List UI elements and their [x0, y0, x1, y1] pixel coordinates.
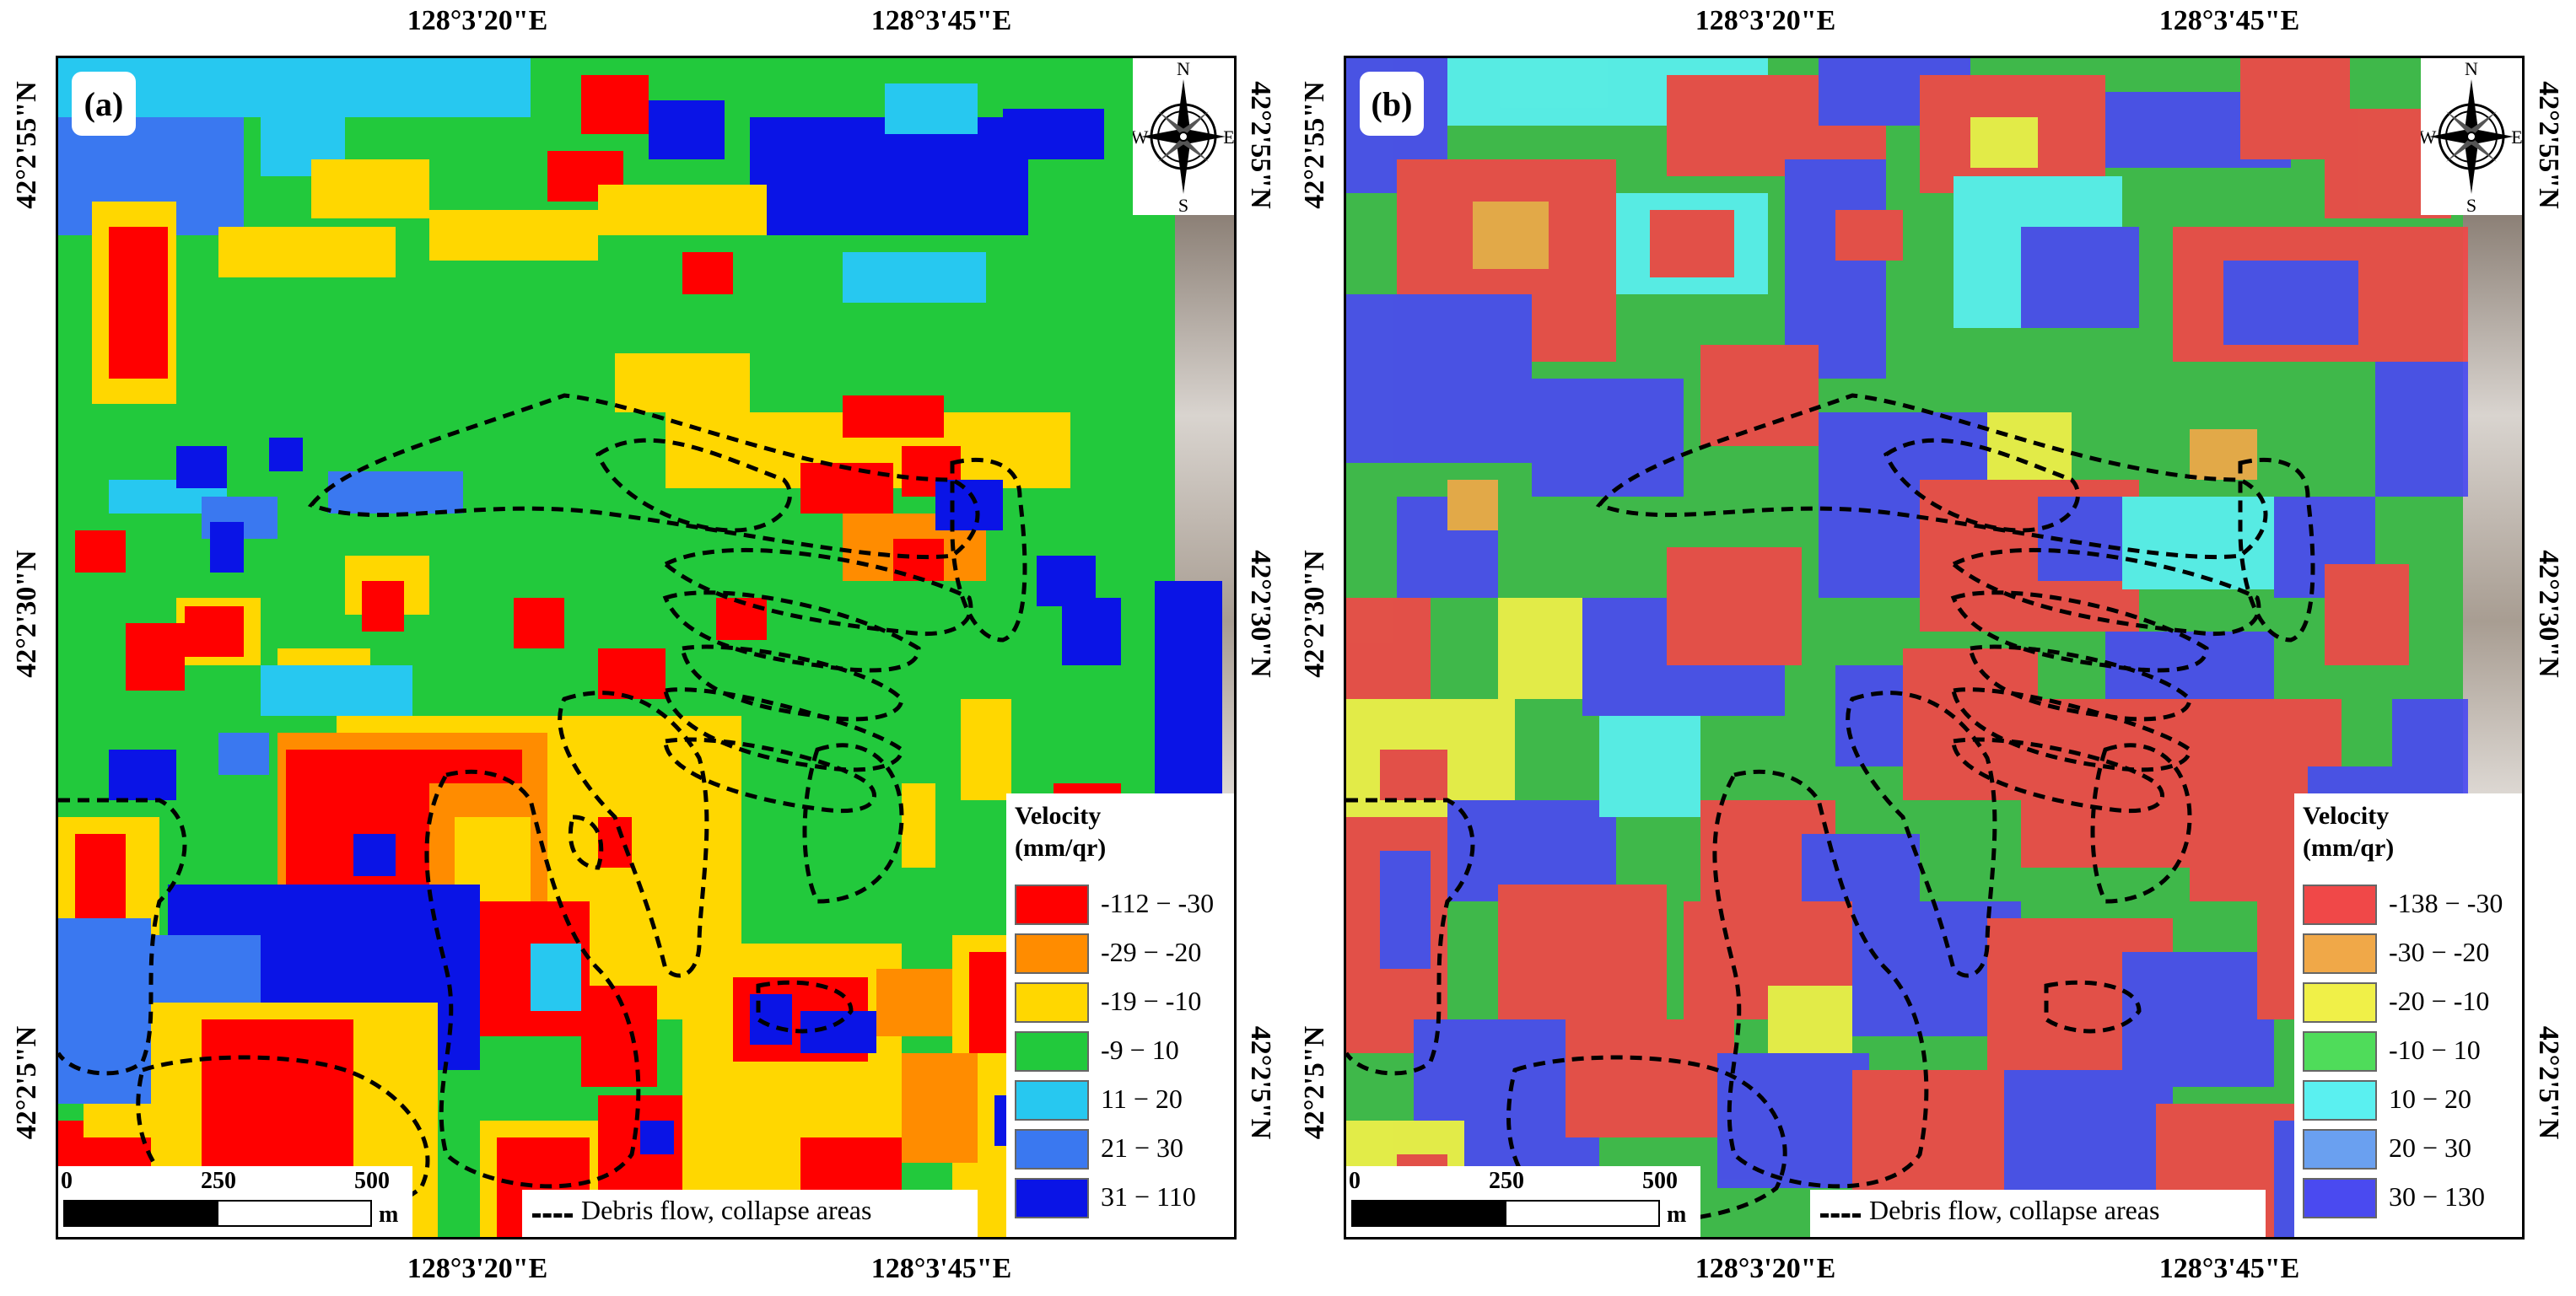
legend-label: 10 − 20 — [2389, 1084, 2472, 1114]
legend-label: -138 − -30 — [2389, 888, 2503, 918]
legend-swatch — [1015, 933, 1089, 974]
compass-rose-icon: N S E W — [1131, 58, 1234, 216]
panel-label: (a) — [72, 72, 136, 136]
scale-bar-white — [217, 1200, 372, 1227]
compass-n: N — [2465, 58, 2478, 79]
panel-label: (b) — [1360, 72, 1424, 136]
legend-swatch — [2303, 885, 2377, 925]
scale-bar-black — [1351, 1200, 1506, 1227]
bottom-tick-2: 128°3'45"E — [2158, 1253, 2300, 1284]
velocity-legend: Velocity (mm/qr) -138 − -30 -30 − -20 -20… — [2294, 793, 2522, 1237]
legend-label: -19 − -10 — [1101, 986, 1202, 1016]
right-tick-1: 42°2'55"N — [2533, 81, 2564, 209]
compass-w: W — [2421, 126, 2437, 148]
legend-swatch — [1015, 1031, 1089, 1072]
right-tick-3: 42°2'5"N — [1245, 1025, 1276, 1140]
right-tick-3: 42°2'5"N — [2533, 1025, 2564, 1140]
debris-legend-label: Debris flow, collapse areas — [581, 1195, 872, 1225]
scale-tick-0: 0 — [1349, 1168, 1361, 1194]
scale-bar: 0 250 500 m — [1346, 1166, 1700, 1237]
map-frame: (b) N S E W Velocity(mm/qr) — [1344, 56, 2525, 1240]
legend-swatch — [1015, 1129, 1089, 1170]
legend-label: -20 − -10 — [2389, 986, 2490, 1016]
scale-unit: m — [379, 1202, 399, 1228]
scale-bar-white — [1505, 1200, 1660, 1227]
legend-swatch — [2303, 933, 2377, 974]
legend-swatch — [1015, 1080, 1089, 1121]
right-tick-2: 42°2'30"N — [1245, 550, 1276, 678]
legend-swatch — [1015, 885, 1089, 925]
debris-legend: Debris flow, collapse areas — [522, 1190, 978, 1237]
legend-label: -30 − -20 — [2389, 937, 2490, 967]
legend-label: -9 − 10 — [1101, 1035, 1179, 1065]
legend-swatch — [1015, 1178, 1089, 1218]
left-tick-3: 42°2'5"N — [11, 1025, 42, 1140]
debris-legend-label: Debris flow, collapse areas — [1869, 1195, 2160, 1225]
legend-label: -10 − 10 — [2389, 1035, 2481, 1065]
legend-swatch — [2303, 982, 2377, 1023]
legend-label: 31 − 110 — [1101, 1181, 1196, 1212]
right-tick-2: 42°2'30"N — [2533, 550, 2564, 678]
compass-e: E — [2511, 126, 2522, 148]
scale-bar: 0 250 500 m — [58, 1166, 412, 1237]
compass-s: S — [1178, 195, 1188, 215]
legend-label: 30 − 130 — [2389, 1181, 2486, 1212]
compass-s: S — [2466, 195, 2476, 215]
legend-swatch — [2303, 1031, 2377, 1072]
scale-bar-black — [63, 1200, 218, 1227]
legend-label: 21 − 30 — [1101, 1132, 1184, 1163]
legend-label: -112 − -30 — [1101, 888, 1215, 918]
legend-label: 20 − 30 — [2389, 1132, 2472, 1163]
left-tick-1: 42°2'55"N — [1299, 81, 1330, 209]
scale-tick-500: 500 — [354, 1168, 390, 1194]
debris-outlines — [58, 393, 1027, 1224]
left-tick-1: 42°2'55"N — [11, 81, 42, 209]
left-tick-2: 42°2'30"N — [11, 550, 42, 678]
bottom-tick-1: 128°3'20"E — [1695, 1253, 1836, 1284]
legend-swatch — [1015, 982, 1089, 1023]
bottom-tick-2: 128°3'45"E — [870, 1253, 1012, 1284]
legend-swatch — [2303, 1129, 2377, 1170]
compass-w: W — [1133, 126, 1149, 148]
compass-e: E — [1223, 126, 1234, 148]
dashed-line-icon — [1820, 1213, 1861, 1218]
velocity-legend: Velocity (mm/qr) -112 − -30 -29 − -20 -19… — [1006, 793, 1234, 1237]
left-tick-2: 42°2'30"N — [1299, 550, 1330, 678]
scale-tick-0: 0 — [61, 1168, 73, 1194]
right-tick-1: 42°2'55"N — [1245, 81, 1276, 209]
debris-outlines — [1346, 393, 2315, 1224]
panel-b: 128°3'20"E 128°3'45"E 128°3'20"E 128°3'4… — [1288, 0, 2576, 1296]
compass-n: N — [1177, 58, 1190, 79]
map-frame: (a) N S E W Velocity(mm/qr) — [56, 56, 1237, 1240]
scale-tick-250: 250 — [1489, 1168, 1524, 1194]
top-tick-2: 128°3'45"E — [2158, 5, 2300, 36]
legend-title: Velocity (mm/qr) — [1015, 802, 1107, 862]
bottom-tick-1: 128°3'20"E — [407, 1253, 548, 1284]
top-tick-2: 128°3'45"E — [870, 5, 1012, 36]
legend-swatch — [2303, 1080, 2377, 1121]
legend-swatch — [2303, 1178, 2377, 1218]
compass-rose-icon: N S E W — [2419, 58, 2522, 216]
scale-tick-500: 500 — [1642, 1168, 1678, 1194]
debris-legend: Debris flow, collapse areas — [1810, 1190, 2266, 1237]
left-tick-3: 42°2'5"N — [1299, 1025, 1330, 1140]
dashed-line-icon — [532, 1213, 573, 1218]
scale-tick-250: 250 — [201, 1168, 236, 1194]
legend-label: 11 − 20 — [1101, 1084, 1183, 1114]
scale-unit: m — [1667, 1202, 1687, 1228]
top-tick-1: 128°3'20"E — [1695, 5, 1836, 36]
top-tick-1: 128°3'20"E — [407, 5, 548, 36]
panel-a: 128°3'20"E 128°3'45"E 128°3'20"E 128°3'4… — [11, 5, 1276, 1284]
legend-title: Velocity (mm/qr) — [2303, 802, 2395, 862]
legend-label: -29 − -20 — [1101, 937, 1202, 967]
